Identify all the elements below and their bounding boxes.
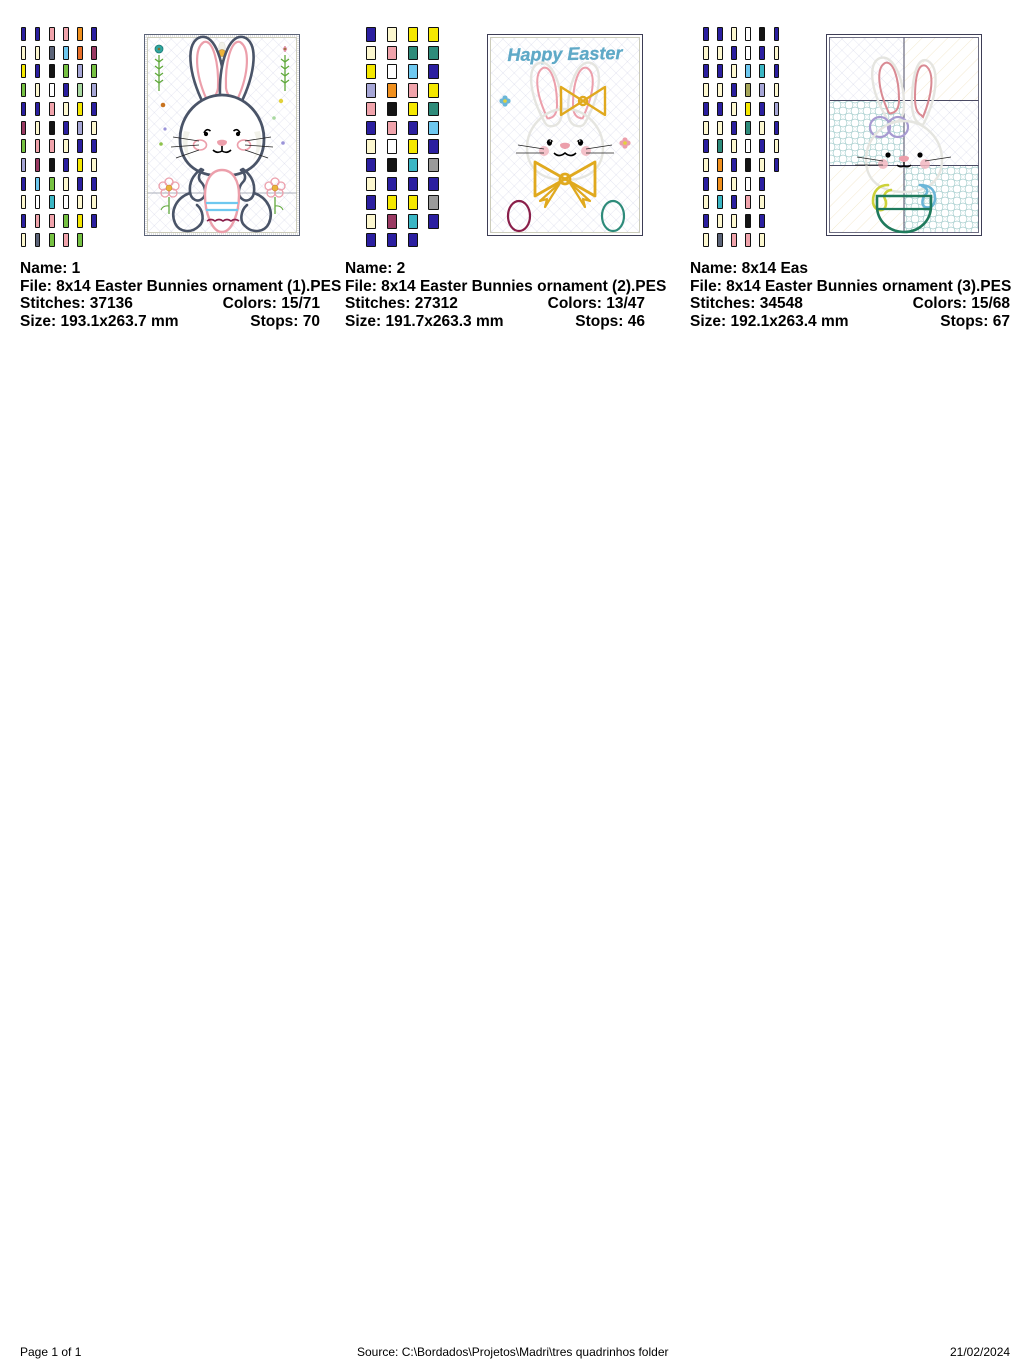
svg-text:Happy Easter: Happy Easter — [507, 43, 623, 65]
